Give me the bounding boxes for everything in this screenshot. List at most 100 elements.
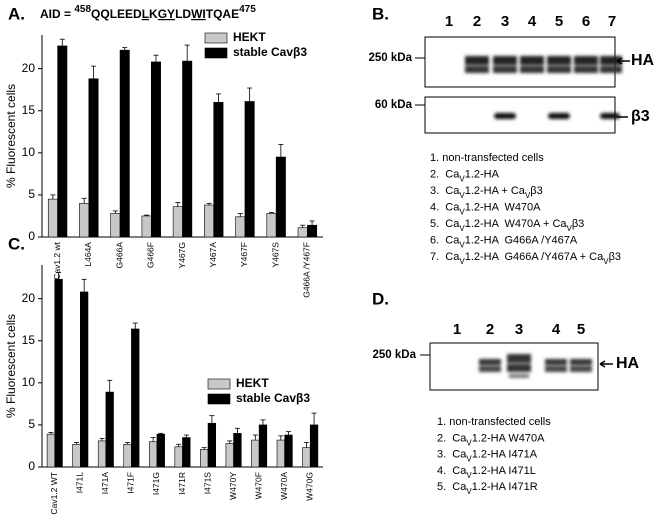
panel-label: B. — [372, 4, 389, 23]
bar — [307, 224, 318, 238]
error-bar — [278, 435, 284, 441]
x-tick-label: I471G — [151, 472, 161, 495]
error-bar — [311, 412, 317, 425]
bar — [182, 437, 191, 468]
blot-bands — [479, 354, 592, 378]
x-tick-label: Y467G — [177, 242, 187, 268]
error-bar — [237, 213, 243, 217]
bar — [297, 227, 308, 238]
error-bar — [183, 434, 189, 438]
bar — [302, 447, 311, 468]
legend-item: 4. CaV1.2-HA I471L — [437, 465, 536, 480]
y-tick-label: 5 — [28, 187, 35, 201]
bar — [88, 78, 99, 238]
x-tick-label: I471R — [177, 472, 187, 495]
error-bar — [81, 278, 87, 292]
bar — [131, 328, 140, 468]
error-bar — [206, 202, 212, 206]
error-bar — [91, 65, 97, 79]
lane-number: 3 — [515, 321, 523, 338]
error-bar — [286, 431, 292, 436]
legend-item: 1. non-transfected cells — [437, 416, 551, 428]
bar — [182, 60, 193, 238]
bar — [309, 424, 319, 468]
y-tick-label: 15 — [22, 333, 36, 347]
marker-label: 250 kDa — [369, 52, 413, 64]
bar — [233, 433, 242, 468]
legend-item: 2. CaV1.2-HA W470A — [437, 432, 545, 447]
error-bar — [252, 434, 258, 441]
bar — [276, 439, 285, 468]
error-bar — [112, 210, 118, 214]
error-bar — [247, 87, 253, 102]
bar — [148, 441, 158, 468]
x-tick-label: G466A /Y467F — [302, 242, 312, 298]
legend-item: 6. CaV1.2-HA G466A /Y467A — [430, 234, 578, 249]
legend-swatch — [204, 47, 228, 59]
bar — [251, 439, 260, 468]
band-label: HA — [616, 355, 640, 372]
y-tick-label: 5 — [28, 417, 35, 431]
bar — [80, 291, 89, 468]
error-bar — [309, 220, 315, 226]
lane-number: 5 — [577, 321, 585, 338]
error-bar — [59, 38, 65, 46]
x-tick-label: W470G — [304, 472, 314, 501]
marker-label: 60 kDa — [375, 99, 413, 111]
legend-label: stable Cavβ3 — [236, 391, 310, 405]
x-tick-label: I471L — [75, 472, 85, 494]
x-tick-label: Cav1.2 wt — [52, 241, 62, 279]
bar — [204, 204, 215, 238]
bar — [110, 213, 121, 238]
y-axis-label: % Fluorescent cells — [4, 84, 18, 188]
y-tick-label: 0 — [28, 229, 35, 243]
lane-number: 3 — [501, 13, 509, 30]
bar — [258, 424, 268, 468]
error-bar — [150, 437, 156, 442]
lane-number: 7 — [608, 13, 616, 30]
error-bar — [99, 437, 105, 441]
bar — [119, 49, 130, 238]
bar — [200, 449, 209, 468]
error-bar — [176, 443, 182, 447]
bar — [47, 198, 58, 238]
x-tick-label: I471A — [100, 472, 110, 495]
bar — [235, 216, 246, 238]
panel-label: C. — [8, 234, 25, 253]
bar — [97, 440, 107, 468]
x-tick-label: W470F — [253, 472, 263, 499]
lane-number: 4 — [528, 13, 537, 30]
bar — [225, 443, 234, 468]
error-bar — [278, 144, 284, 158]
error-bar — [184, 44, 190, 62]
band-label: β3 — [631, 108, 650, 125]
y-tick-label: 20 — [22, 61, 36, 75]
y-tick-label: 15 — [22, 103, 36, 117]
error-bar — [260, 419, 266, 425]
bar — [244, 101, 255, 238]
legend-item: 5. CaV1.2-HA I471R — [437, 481, 538, 496]
error-bar — [227, 440, 233, 444]
x-tick-label: W470Y — [228, 472, 238, 500]
bar — [174, 446, 183, 468]
blot-bands — [465, 56, 622, 119]
bar — [207, 422, 217, 468]
error-bar — [48, 432, 54, 435]
error-bar — [158, 432, 164, 435]
marker-label: 250 kDa — [373, 349, 417, 361]
error-bar — [107, 379, 113, 393]
x-tick-label: Y467S — [270, 242, 280, 268]
error-bar — [73, 442, 79, 445]
legend-swatch — [207, 393, 231, 405]
bar — [123, 443, 132, 468]
bar — [150, 61, 161, 238]
error-bar — [303, 442, 309, 448]
x-tick-label: Cav1.2 WT — [49, 472, 59, 515]
bar — [213, 102, 224, 238]
error-bar — [153, 54, 159, 62]
panel-title: AID = 458QQLEEDLKGYLDWITQAE475 — [40, 4, 256, 21]
legend-label: HEKT — [236, 376, 269, 390]
error-bar — [122, 47, 128, 51]
y-tick-label: 10 — [22, 375, 36, 389]
legend-item: 1. non-transfected cells — [430, 152, 544, 164]
